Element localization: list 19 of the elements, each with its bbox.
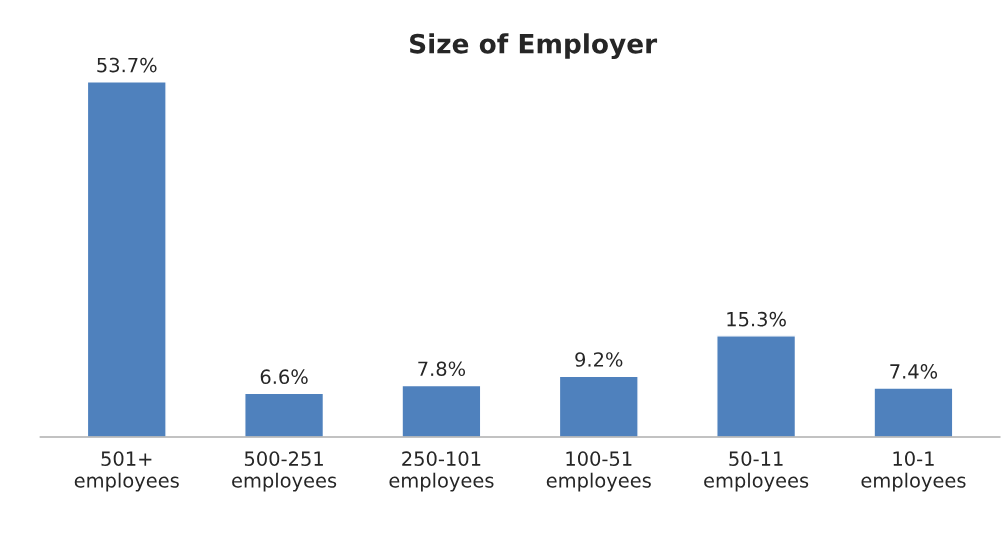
bar	[244, 392, 325, 438]
x-tick-label: 501+ employees	[74, 451, 179, 492]
bar	[716, 335, 797, 438]
chart-title: Size of Employer	[410, 33, 658, 59]
bar	[873, 387, 954, 438]
bar	[401, 384, 482, 438]
x-tick-label: 50-11 employees	[704, 451, 809, 492]
data-label: 6.6%	[260, 369, 308, 385]
x-tick-label: 100-51 employees	[546, 451, 651, 492]
bar	[558, 375, 639, 438]
x-tick-label: 500-251 employees	[232, 451, 337, 492]
data-label: 9.2%	[575, 352, 623, 367]
x-tick-label: 250-101 employees	[389, 451, 494, 492]
data-label: 53.7%	[97, 57, 157, 73]
bar	[86, 81, 167, 438]
data-label: 15.3%	[727, 311, 786, 327]
x-tick-label: 10-1 employees	[861, 451, 966, 492]
data-label: 7.4%	[890, 364, 938, 379]
data-label: 7.8%	[418, 361, 466, 377]
